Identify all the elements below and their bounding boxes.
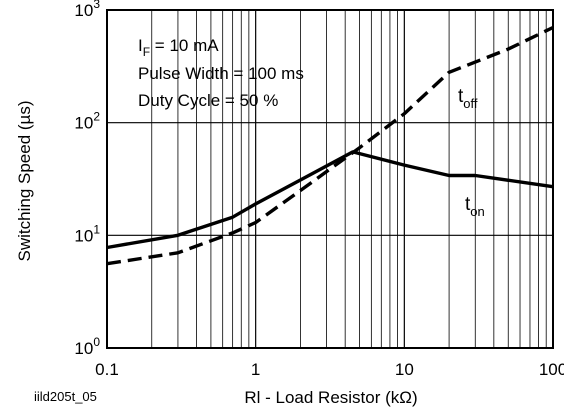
condition-duty-cycle: Duty Cycle = 50 %: [138, 91, 278, 110]
y-tick-label: 103: [74, 0, 100, 20]
condition-current: IF = 10 mA: [138, 36, 219, 59]
x-tick-label: 0.1: [95, 360, 119, 379]
series-layer: [106, 25, 554, 266]
x-tick-label: 10: [395, 360, 414, 379]
grid: [106, 9, 553, 349]
conditions-box: IF = 10 mA Pulse Width = 100 ms Duty Cyc…: [138, 36, 304, 110]
x-tick-label: 100: [539, 360, 564, 379]
series-t-off-line: [106, 25, 554, 266]
x-axis-label: Rl - Load Resistor (kΩ): [244, 388, 417, 407]
y-tick-label: 101: [74, 222, 100, 245]
y-axis-label: Switching Speed (µs): [15, 101, 34, 262]
x-tick-label: 1: [251, 360, 260, 379]
series-t-on-line: [106, 150, 554, 250]
figure-id: iild205t_05: [34, 389, 97, 404]
y-tick-label: 100: [74, 335, 100, 358]
tick-labels: 0.1 1 10 100 100 101 102 103: [74, 0, 564, 379]
condition-pulse-width: Pulse Width = 100 ms: [138, 64, 304, 83]
series-label-ton: ton: [465, 194, 485, 219]
series-label-toff: toff: [458, 86, 478, 111]
plot-frame: [106, 9, 554, 349]
y-tick-label: 102: [74, 110, 100, 133]
